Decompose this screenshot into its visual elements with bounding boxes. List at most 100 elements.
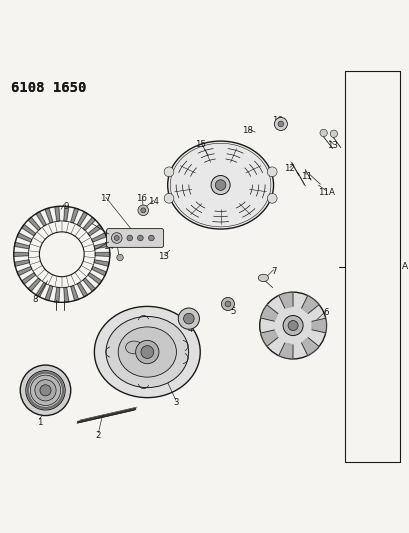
Polygon shape [36, 282, 46, 297]
Polygon shape [92, 266, 106, 276]
Circle shape [116, 235, 121, 241]
Polygon shape [22, 224, 36, 236]
Circle shape [127, 235, 133, 241]
Circle shape [114, 236, 119, 240]
Text: 2: 2 [95, 431, 101, 440]
Polygon shape [45, 286, 53, 301]
Polygon shape [260, 305, 277, 321]
Polygon shape [88, 224, 101, 236]
Circle shape [211, 175, 229, 195]
Text: 15: 15 [194, 140, 205, 149]
Text: 7: 7 [270, 267, 276, 276]
Polygon shape [77, 282, 87, 297]
Text: 12: 12 [284, 164, 294, 173]
Text: 10: 10 [272, 116, 283, 125]
Text: 3: 3 [173, 399, 178, 407]
Text: 11A: 11A [317, 188, 334, 197]
Circle shape [277, 121, 283, 127]
Text: 6108 1650: 6108 1650 [11, 81, 86, 95]
Ellipse shape [118, 327, 176, 377]
Polygon shape [94, 243, 109, 249]
Ellipse shape [258, 274, 268, 281]
Circle shape [329, 130, 337, 138]
Polygon shape [71, 208, 79, 223]
Circle shape [221, 297, 234, 311]
Circle shape [164, 167, 173, 176]
Ellipse shape [167, 141, 273, 229]
Polygon shape [17, 233, 32, 242]
Circle shape [164, 193, 173, 203]
Polygon shape [45, 208, 53, 223]
Text: 13: 13 [326, 141, 337, 150]
Text: 5: 5 [229, 307, 235, 316]
Text: 16: 16 [135, 193, 146, 203]
Polygon shape [14, 252, 28, 256]
Circle shape [267, 167, 276, 176]
Polygon shape [36, 212, 46, 226]
Polygon shape [28, 217, 40, 230]
Text: 14: 14 [148, 197, 159, 206]
Circle shape [26, 370, 65, 410]
Circle shape [267, 193, 276, 203]
Polygon shape [55, 206, 60, 221]
Polygon shape [83, 217, 95, 230]
Ellipse shape [259, 292, 326, 359]
Circle shape [137, 235, 143, 241]
Text: 9: 9 [63, 201, 68, 211]
Text: A: A [401, 262, 407, 271]
Circle shape [225, 301, 230, 307]
Polygon shape [311, 318, 326, 333]
Polygon shape [301, 338, 318, 356]
Text: 13: 13 [158, 252, 169, 261]
Polygon shape [22, 273, 36, 284]
Polygon shape [95, 252, 110, 256]
Circle shape [40, 385, 51, 396]
Polygon shape [14, 243, 29, 249]
Text: 17: 17 [100, 193, 111, 203]
Circle shape [319, 130, 326, 136]
Polygon shape [17, 266, 32, 276]
Polygon shape [92, 233, 106, 242]
Ellipse shape [125, 341, 142, 354]
Circle shape [39, 232, 84, 277]
Circle shape [215, 180, 225, 190]
Circle shape [282, 316, 302, 336]
Ellipse shape [94, 306, 200, 398]
Text: 8: 8 [32, 295, 38, 304]
Circle shape [135, 341, 159, 364]
Circle shape [35, 379, 56, 401]
Circle shape [117, 254, 123, 261]
Polygon shape [55, 287, 60, 302]
Text: 4: 4 [187, 325, 192, 334]
Text: 1: 1 [36, 417, 42, 426]
Polygon shape [260, 330, 277, 346]
Text: 6: 6 [323, 308, 328, 317]
Polygon shape [64, 206, 69, 221]
Polygon shape [94, 260, 109, 266]
Polygon shape [301, 295, 318, 313]
Polygon shape [278, 343, 292, 359]
FancyBboxPatch shape [106, 229, 163, 247]
Text: 11: 11 [300, 172, 311, 181]
Polygon shape [64, 287, 69, 302]
Circle shape [148, 235, 154, 241]
Polygon shape [83, 278, 95, 292]
Polygon shape [278, 292, 292, 308]
Circle shape [178, 308, 199, 329]
Circle shape [141, 346, 153, 358]
Circle shape [183, 313, 194, 324]
Text: 14: 14 [103, 243, 114, 252]
Text: 18: 18 [241, 126, 252, 134]
Text: 6108 1650: 6108 1650 [11, 81, 86, 95]
Circle shape [274, 117, 287, 131]
Circle shape [288, 320, 297, 330]
Polygon shape [28, 278, 40, 292]
Ellipse shape [106, 317, 188, 387]
Circle shape [30, 375, 61, 406]
Circle shape [20, 365, 71, 416]
Polygon shape [77, 212, 87, 226]
Polygon shape [71, 286, 79, 301]
Circle shape [111, 233, 122, 243]
Circle shape [140, 208, 145, 213]
Polygon shape [14, 260, 29, 266]
